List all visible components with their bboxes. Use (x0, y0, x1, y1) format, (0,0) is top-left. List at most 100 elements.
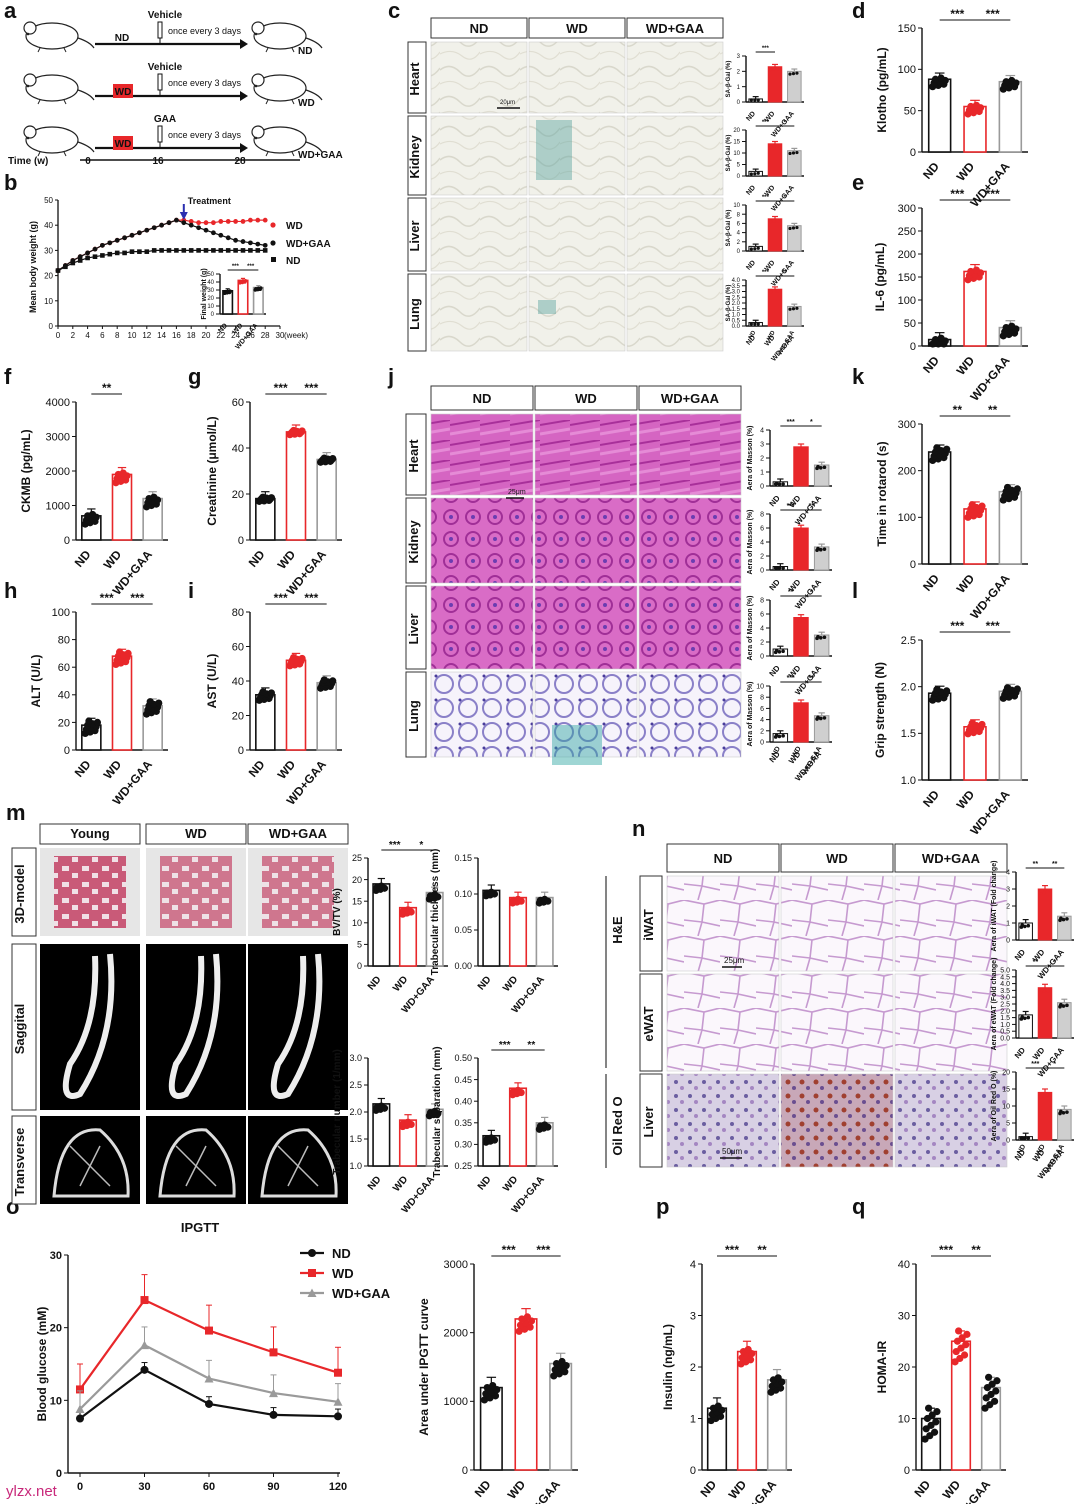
column-header-ND: ND (470, 21, 489, 36)
y-tick-label: 20 (232, 489, 244, 501)
bar-WD (1037, 987, 1053, 1039)
micrograph-eWAT-ND (666, 973, 780, 1072)
data-point (992, 1387, 1000, 1395)
data-point (228, 289, 232, 294)
sig-label: *** (950, 7, 964, 21)
mouse-leg (63, 47, 67, 53)
micrograph-eWAT-WD+GAA (894, 973, 1008, 1072)
y-tick-label: 4 (690, 1259, 696, 1271)
bar-WD+GAA (316, 681, 337, 751)
data-point (775, 219, 780, 223)
y-tick-label: 150 (898, 272, 916, 284)
micrograph-Liver-WD+GAA (638, 585, 742, 670)
grid-n: ND WD WD+GAA iWAT eWAT Liver H&E Oil Red O 25μm 5… (605, 843, 1008, 1168)
data-point (404, 1118, 412, 1126)
data-point (480, 1396, 489, 1404)
data-point (487, 888, 495, 896)
mouse-leg (37, 151, 41, 157)
y-tick-label: 0.10 (454, 889, 472, 899)
x-tick-label: ND (366, 1174, 384, 1192)
mouse-ear (251, 125, 265, 139)
y-tick-label: 15 (733, 140, 740, 146)
treatment-label: Vehicle (148, 10, 183, 21)
group-label-he: H&E (610, 916, 625, 944)
data-point (795, 617, 800, 621)
y-tick-label: 150 (898, 23, 916, 35)
data-point (781, 649, 785, 654)
data-point (1039, 889, 1044, 893)
y-tick-label: 4.5 (1000, 974, 1010, 981)
panel-letter-c: c (388, 0, 400, 23)
y-tick-label: 4 (737, 231, 741, 237)
data-point (818, 716, 823, 721)
y-tick-label: 300 (898, 203, 916, 215)
bar-WD (285, 431, 307, 541)
y-tick-label: 20 (232, 710, 244, 722)
micrograph-Heart-ND (430, 413, 534, 496)
mouse-end-2 (251, 125, 323, 157)
mouse-tail (305, 37, 323, 49)
series-point (255, 241, 261, 247)
x-tick-label: 28 (261, 331, 270, 340)
data-point (769, 67, 773, 72)
sig-label: ** (1033, 959, 1039, 966)
y-tick-label: 1.5 (349, 1134, 362, 1144)
row-header-box (407, 273, 427, 352)
series-point (196, 248, 201, 253)
y-tick-label: 8 (760, 597, 764, 604)
row-header-box (405, 413, 427, 496)
data-point (816, 464, 820, 469)
series-point (233, 219, 239, 224)
y-tick-label: 0 (760, 739, 764, 746)
x-tick-label: 6 (100, 331, 105, 340)
column-header-box (247, 823, 349, 845)
y-tick-label: 2.0 (901, 682, 916, 694)
series-point (122, 235, 127, 241)
row-end-label: ND (298, 46, 312, 57)
column-header-WD+GAA: WD+GAA (661, 391, 720, 406)
mouse-end-1 (251, 73, 323, 105)
series-point (181, 220, 187, 226)
y-tick-label: 3 (760, 441, 764, 448)
series-point (255, 217, 261, 223)
x-tick-label: WD (505, 1477, 529, 1502)
mouse-body (25, 126, 79, 154)
row-header-Heart: Heart (406, 439, 421, 473)
micrograph-Lung-ND (430, 273, 528, 352)
sig-label: *** (100, 591, 114, 605)
bar-WD (1037, 888, 1053, 941)
sig-label: *** (986, 619, 1000, 633)
data-point (1065, 1003, 1069, 1008)
y-tick-label: 0 (737, 174, 741, 180)
series-point (55, 268, 61, 273)
y-tick-label: 40 (898, 1259, 910, 1271)
series-point (107, 251, 113, 257)
data-point (816, 634, 820, 639)
mouse-leg (291, 151, 295, 157)
bar-WD (285, 659, 307, 751)
data-point (774, 648, 779, 653)
x-tick-label: 2 (71, 331, 76, 340)
column-header-WD: WD (826, 851, 848, 866)
data-point (1003, 684, 1012, 692)
y-tick-label: 20 (58, 717, 70, 729)
series-point (269, 1388, 278, 1398)
data-point (791, 307, 796, 311)
series-line-WD+GAA (57, 219, 266, 272)
legend-marker (307, 1288, 317, 1297)
data-point (749, 98, 753, 102)
data-point (795, 71, 799, 75)
y-axis-label: CKMB (pg/mL) (19, 429, 33, 512)
femur-outline (168, 953, 221, 1099)
y-tick-label: 15 (1002, 1086, 1010, 1093)
mouse-eye (26, 84, 30, 88)
trabecular-model (54, 856, 126, 928)
data-point (1003, 483, 1012, 492)
data-point (482, 1390, 490, 1398)
y-tick-label: 60 (232, 641, 244, 653)
bar-WD (237, 279, 249, 315)
x-tick-label: WD (501, 974, 520, 994)
